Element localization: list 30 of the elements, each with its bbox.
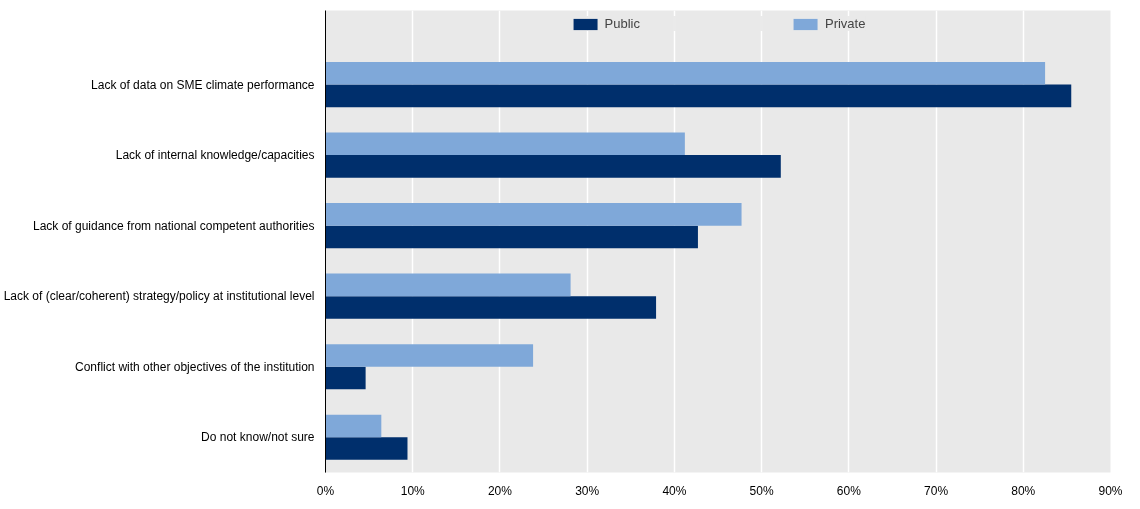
bar [325, 84, 1072, 108]
bar [325, 437, 408, 460]
x-tick-label: 60% [836, 483, 862, 498]
y-tick-label: Lack of (clear/coherent) strategy/policy at institutional level [3, 289, 315, 304]
y-tick-label: Conflict with other objectives of the institution [75, 359, 315, 374]
x-tick-label: 90% [1098, 483, 1123, 498]
bar [325, 203, 742, 226]
x-tick-label: 50% [749, 483, 774, 498]
legend-label: Private [824, 16, 866, 31]
x-tick-label: 40% [662, 483, 687, 498]
bar [325, 132, 685, 156]
y-tick-label: Lack of data on SME climate performance [91, 77, 315, 92]
x-tick-label: 80% [1011, 483, 1036, 498]
bar [325, 296, 657, 319]
y-tick-label: Lack of guidance from national competent authorities [33, 218, 315, 233]
x-tick-label: 0% [316, 483, 335, 498]
x-tick-label: 30% [575, 483, 600, 498]
bar [325, 344, 534, 367]
bar [325, 414, 382, 438]
bar [325, 366, 366, 390]
x-tick-label: 70% [924, 483, 949, 498]
y-tick-label: Lack of internal knowledge/capacities [115, 148, 315, 163]
x-tick-label: 10% [400, 483, 426, 498]
legend-label: Public [604, 16, 640, 31]
bar [325, 273, 571, 297]
bar [325, 61, 1046, 85]
x-tick-label: 20% [487, 483, 513, 498]
y-tick-label: Do not know/not sure [201, 430, 315, 445]
bar [325, 225, 698, 249]
bar [325, 155, 781, 178]
